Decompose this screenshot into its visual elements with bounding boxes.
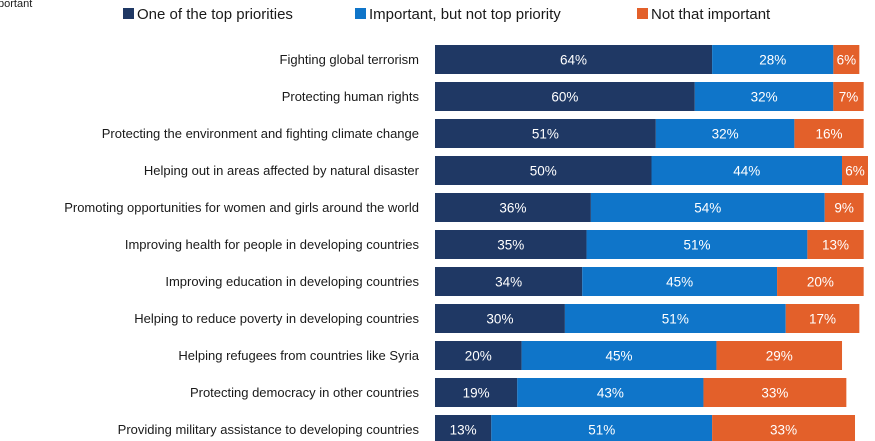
- bar-segment-not-that-important: [824, 193, 864, 222]
- bar-segment-important-but-not-top-priority: [694, 82, 834, 111]
- legend-swatch-one-of-the-top-priorities: [123, 8, 134, 19]
- bar-segment-not-that-important: [794, 119, 864, 148]
- bar-segment-one-of-the-top-priorities: [435, 119, 656, 148]
- legend-label-one-of-the-top-priorities: One of the top priorities: [137, 6, 293, 23]
- data-label: 44%: [733, 164, 760, 179]
- data-label: 20%: [465, 349, 492, 364]
- bar-segment-one-of-the-top-priorities: [435, 193, 591, 222]
- data-label: 33%: [761, 386, 788, 401]
- legend-label-important-but-not-top-priority: Important, but not top priority: [369, 6, 561, 23]
- data-label: 32%: [712, 127, 739, 142]
- data-label: 29%: [766, 349, 793, 364]
- data-label: 13%: [450, 423, 477, 438]
- data-label: 51%: [532, 127, 559, 142]
- category-label: Protecting human rights: [282, 89, 420, 104]
- bar-segment-important-but-not-top-priority: [491, 415, 713, 441]
- bar-segment-one-of-the-top-priorities: [435, 378, 518, 407]
- category-label: Improving health for people in developin…: [125, 237, 420, 252]
- legend-swatch-not-that-important: [637, 8, 648, 19]
- bar-segment-important-but-not-top-priority: [712, 45, 834, 74]
- bar-segment-not-that-important: [807, 230, 864, 259]
- data-label: 36%: [499, 201, 526, 216]
- bar-segment-one-of-the-top-priorities: [435, 45, 713, 74]
- category-label: Protecting the environment and fighting …: [102, 126, 419, 141]
- data-label: 32%: [751, 90, 778, 105]
- data-label: 20%: [807, 275, 834, 290]
- data-label: 45%: [666, 275, 693, 290]
- legend-label-not-that-important: Not that important: [651, 6, 771, 23]
- bar-segment-not-that-important: [703, 378, 847, 407]
- data-label: 43%: [597, 386, 624, 401]
- legend: One of the top priorities Important, but …: [123, 6, 771, 23]
- value-labels: 64% 28% 6% 60% 32% 7% 51% 32% 16% 50% 44% 6% 36% 54% 9…: [450, 53, 865, 438]
- bar-segment-important-but-not-top-priority: [517, 378, 704, 407]
- category-label: Promoting opportunities for women and gi…: [64, 200, 419, 215]
- bar-segment-important-but-not-top-priority: [586, 230, 808, 259]
- bar-segment-one-of-the-top-priorities: [435, 415, 492, 441]
- category-label: Helping to reduce poverty in developing …: [134, 311, 419, 326]
- data-label: 7%: [839, 90, 859, 105]
- data-label: 9%: [834, 201, 854, 216]
- category-label: Protecting democracy in other countries: [190, 385, 420, 400]
- category-labels: Fighting global terrorism Protecting huma…: [64, 52, 420, 437]
- bar-segment-one-of-the-top-priorities: [435, 267, 583, 296]
- data-label: 60%: [551, 90, 578, 105]
- category-label: Fighting global terrorism: [280, 52, 419, 67]
- bar-segment-not-that-important: [785, 304, 860, 333]
- data-label: 50%: [530, 164, 557, 179]
- bar-segment-important-but-not-top-priority: [582, 267, 778, 296]
- data-label: 17%: [809, 312, 836, 327]
- data-label: 33%: [770, 423, 797, 438]
- bar-segment-not-that-important: [712, 415, 856, 441]
- bar-segment-one-of-the-top-priorities: [435, 304, 565, 333]
- cropped-header-text: portant: [0, 0, 32, 10]
- data-label: 35%: [497, 238, 524, 253]
- legend-swatch-important-but-not-top-priority: [355, 8, 366, 19]
- category-label: Providing military assistance to develop…: [118, 422, 420, 437]
- bar-segment-one-of-the-top-priorities: [435, 230, 587, 259]
- bar-segment-important-but-not-top-priority: [521, 341, 717, 370]
- data-label: 16%: [816, 127, 843, 142]
- bar-segment-not-that-important: [833, 45, 860, 74]
- bars: [435, 45, 868, 441]
- bar-segment-one-of-the-top-priorities: [435, 156, 652, 185]
- data-label: 34%: [495, 275, 522, 290]
- data-label: 45%: [606, 349, 633, 364]
- bar-segment-important-but-not-top-priority: [655, 119, 795, 148]
- data-label: 51%: [662, 312, 689, 327]
- category-label: Helping out in areas affected by natural…: [144, 163, 420, 178]
- data-label: 13%: [822, 238, 849, 253]
- bar-segment-not-that-important: [833, 82, 864, 111]
- data-label: 30%: [486, 312, 513, 327]
- data-label: 28%: [759, 53, 786, 68]
- bar-segment-important-but-not-top-priority: [651, 156, 843, 185]
- bar-segment-one-of-the-top-priorities: [435, 82, 695, 111]
- data-label: 64%: [560, 53, 587, 68]
- data-label: 51%: [683, 238, 710, 253]
- bar-segment-not-that-important: [777, 267, 864, 296]
- category-label: Helping refugees from countries like Syr…: [178, 348, 419, 363]
- bar-segment-not-that-important: [716, 341, 843, 370]
- category-label: Improving education in developing countr…: [165, 274, 419, 289]
- data-label: 51%: [588, 423, 615, 438]
- data-label: 54%: [694, 201, 721, 216]
- data-label: 6%: [837, 53, 857, 68]
- data-label: 6%: [845, 164, 865, 179]
- data-label: 19%: [463, 386, 490, 401]
- bar-segment-important-but-not-top-priority: [564, 304, 786, 333]
- bar-segment-one-of-the-top-priorities: [435, 341, 522, 370]
- bar-segment-important-but-not-top-priority: [590, 193, 825, 222]
- bar-segment-not-that-important: [842, 156, 868, 185]
